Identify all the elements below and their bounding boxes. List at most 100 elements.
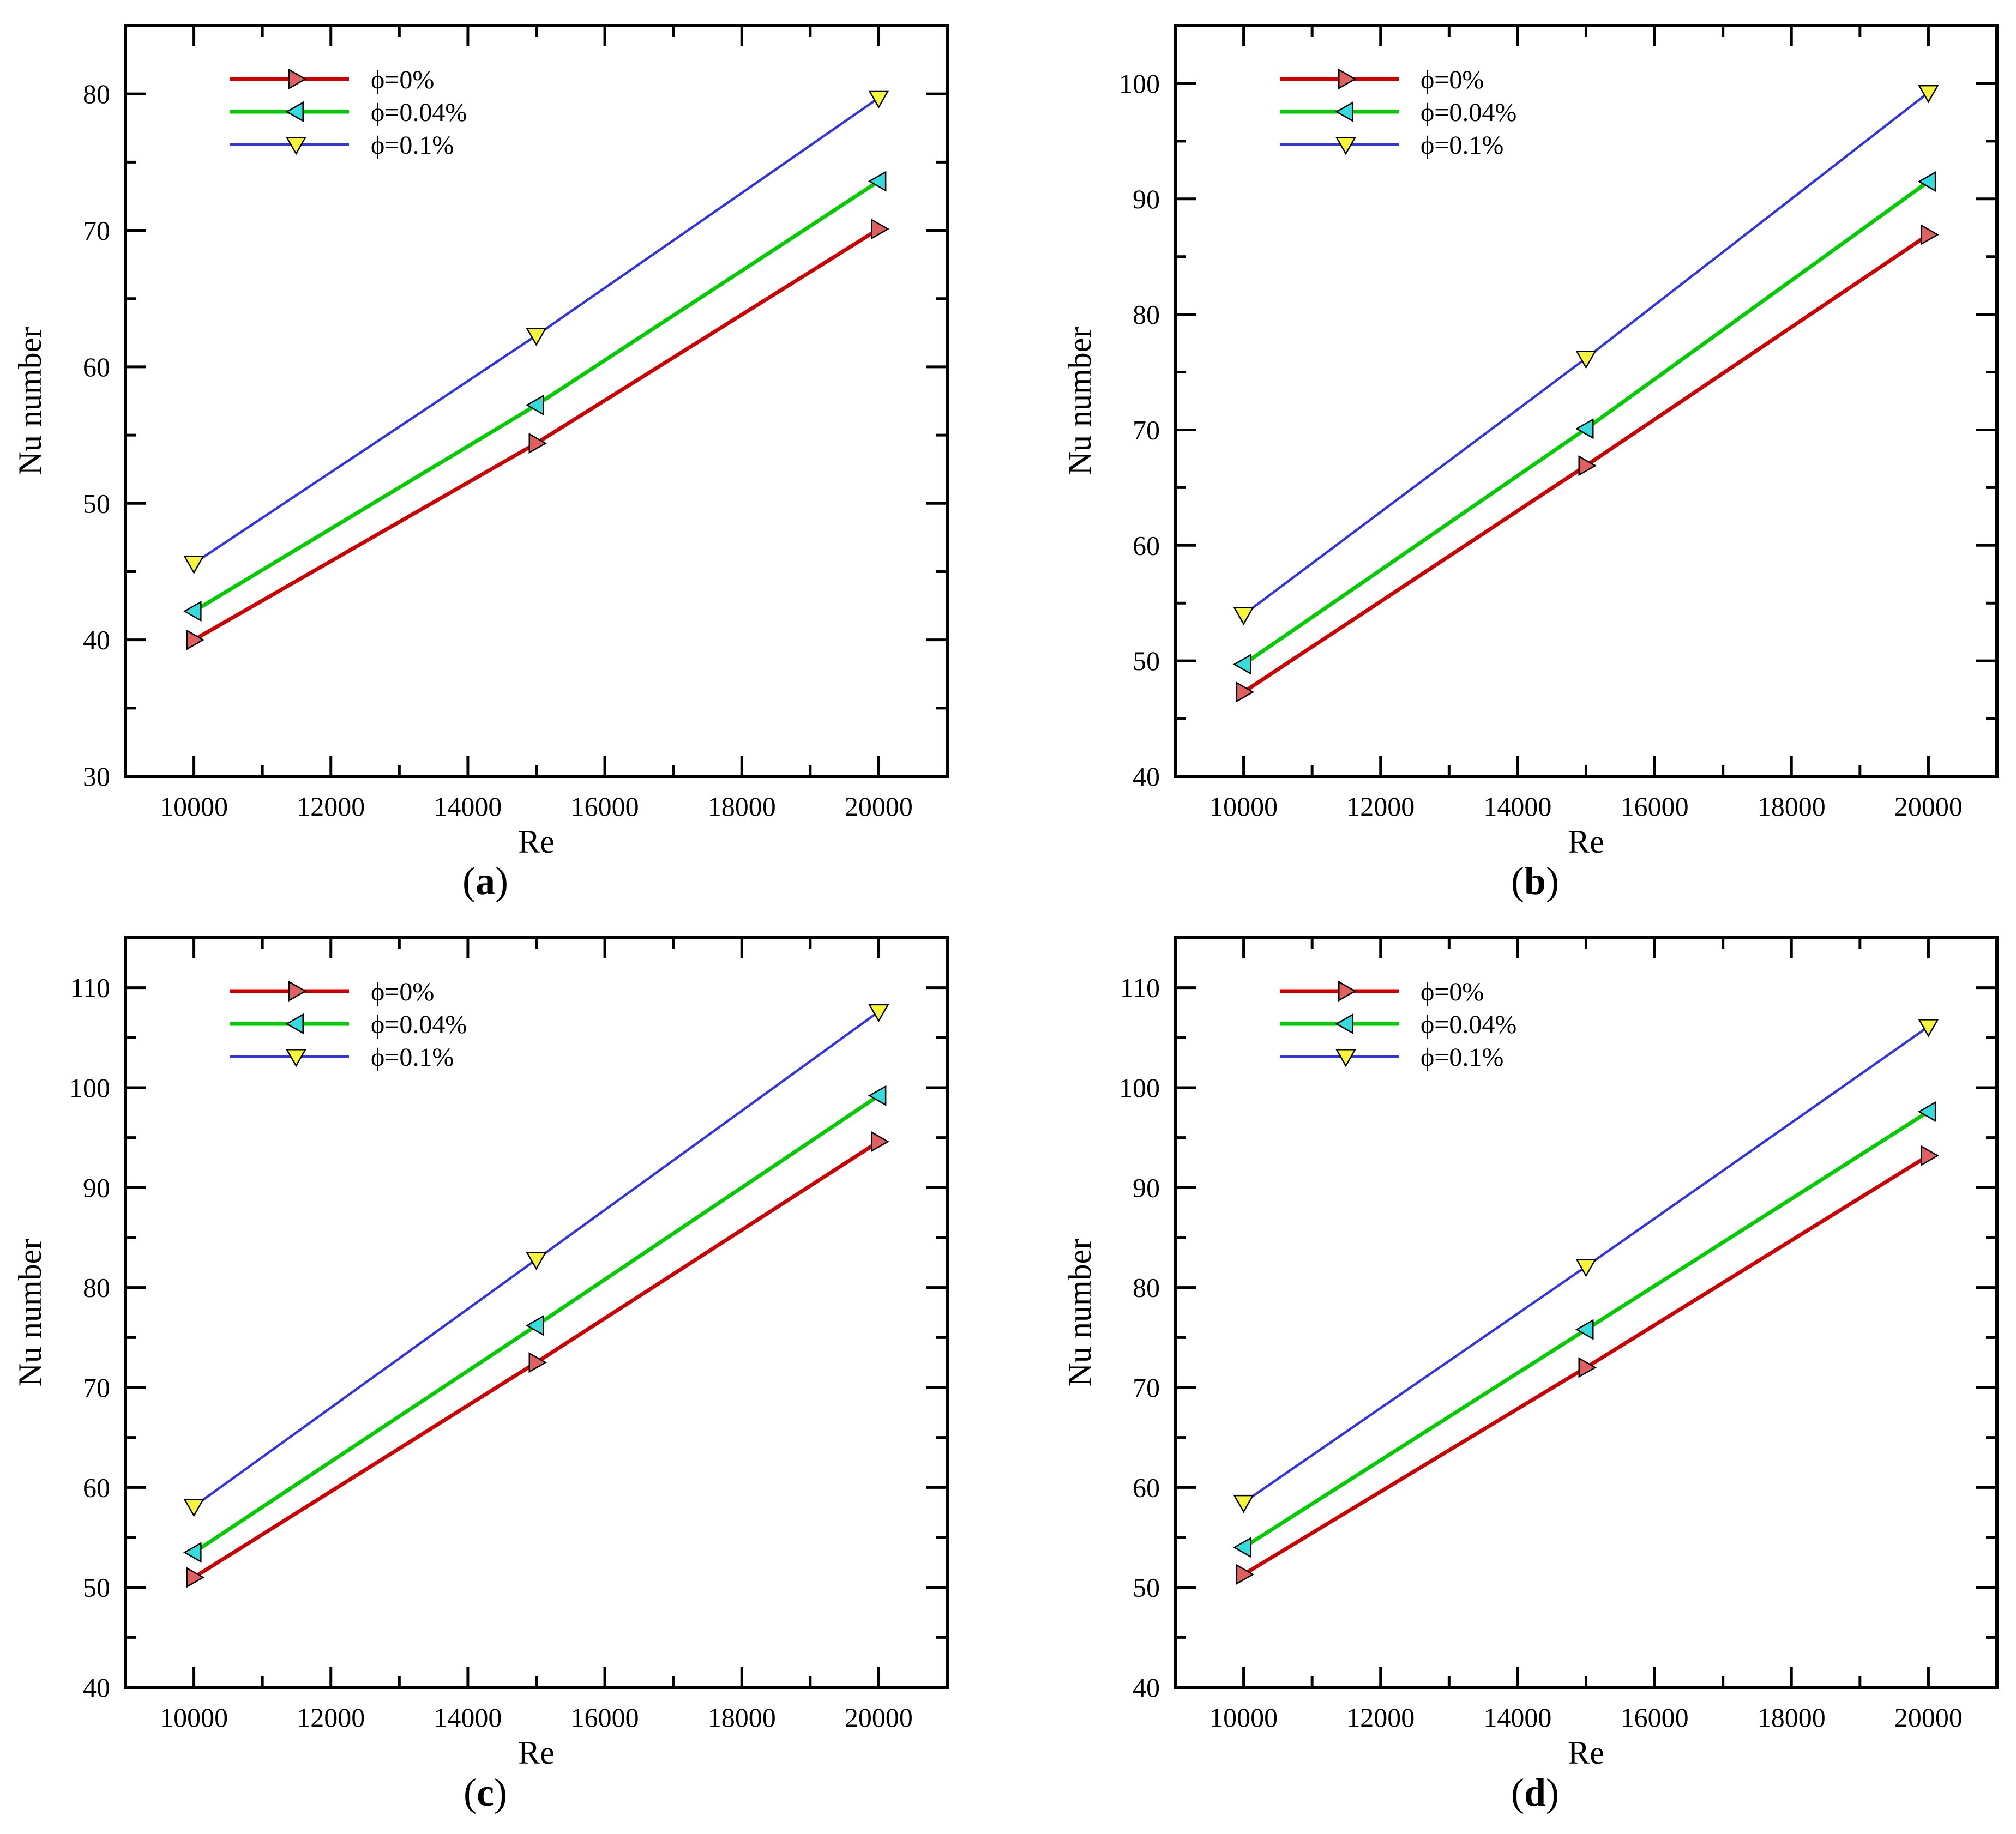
chart-panel-a: 10000 12000 14000 16000 18000 20000 30 40 50 60 70… — [12, 24, 949, 903]
y-tick-label: 40 — [83, 625, 110, 655]
x-tick-label: 10000 — [160, 791, 228, 822]
y-tick-label: 40 — [83, 1672, 110, 1703]
triangle-down-marker — [1918, 85, 1939, 104]
triangle-right-marker — [1921, 1145, 1939, 1166]
y-tick-label: 60 — [1133, 1472, 1160, 1503]
y-axis-label: Nu number — [1062, 1239, 1098, 1387]
y-tick-label: 80 — [83, 1272, 110, 1303]
x-tick-label: 14000 — [434, 1702, 502, 1733]
triangle-down-marker — [1575, 351, 1597, 369]
panel-label: (b) — [1511, 859, 1559, 903]
x-tick-label: 18000 — [708, 791, 776, 822]
x-tick-label: 12000 — [1346, 1702, 1415, 1733]
legend-triangle-down-marker — [285, 1049, 307, 1067]
x-axis-label: Re — [1568, 824, 1604, 860]
panel-label: (a) — [462, 859, 508, 903]
x-tick-label: 18000 — [1758, 791, 1826, 822]
y-tick-label: 30 — [83, 761, 110, 792]
x-tick-label: 20000 — [845, 1702, 913, 1733]
x-tick-label: 10000 — [1209, 791, 1278, 822]
triangle-right-marker — [1578, 1357, 1597, 1378]
x-tick-label: 10000 — [160, 1702, 228, 1733]
y-tick-label: 100 — [1119, 1072, 1160, 1103]
legend-triangle-left-marker — [285, 1013, 304, 1035]
panel-label: (c) — [464, 1771, 507, 1814]
y-tick-label: 80 — [83, 79, 110, 109]
x-tick-label: 12000 — [1346, 791, 1415, 822]
legend-label: ϕ=0.04% — [371, 98, 467, 127]
triangle-left-marker — [868, 171, 887, 192]
x-tick-label: 18000 — [1758, 1702, 1826, 1733]
y-axis-label: Nu number — [1062, 327, 1098, 475]
y-tick-label: 50 — [1133, 645, 1160, 676]
chart-panel-b: 10000 12000 14000 16000 18000 20000 40 50 60 70 80… — [1062, 24, 1999, 903]
x-tick-label: 16000 — [571, 791, 639, 822]
legend-triangle-right-marker — [1338, 68, 1357, 90]
plot-frame — [1174, 936, 1999, 1689]
y-tick-label: 60 — [83, 352, 110, 382]
chart-panel-d: 10000 12000 14000 16000 18000 20000 40 50 60 70 80… — [1062, 936, 1999, 1814]
y-axis-label: Nu number — [12, 1239, 48, 1387]
triangle-right-marker — [871, 218, 889, 240]
x-tick-label: 16000 — [1621, 791, 1689, 822]
plot-frame — [1174, 24, 1999, 778]
x-axis-label: Re — [518, 1735, 555, 1771]
panel-label: (d) — [1511, 1771, 1559, 1814]
triangle-right-marker — [528, 432, 547, 454]
triangle-left-marker — [1233, 654, 1251, 675]
chart-panel-c: 10000 12000 14000 16000 18000 20000 40 50 60 70 80… — [12, 936, 949, 1814]
triangle-right-marker — [186, 629, 205, 650]
legend-label: ϕ=0.1% — [1421, 131, 1503, 160]
legend-triangle-left-marker — [1335, 1013, 1353, 1035]
y-tick-label: 50 — [1133, 1572, 1160, 1603]
legend-triangle-left-marker — [285, 101, 304, 123]
legend-triangle-right-marker — [288, 980, 307, 1002]
series-line-0 — [192, 227, 880, 642]
y-tick-label: 80 — [1133, 299, 1160, 330]
legend-triangle-right-marker — [288, 68, 307, 90]
triangle-down-marker — [526, 328, 547, 346]
y-tick-label: 50 — [83, 488, 110, 518]
x-tick-label: 14000 — [434, 791, 502, 822]
y-tick-label: 90 — [1133, 1172, 1160, 1203]
legend-label: ϕ=0.1% — [371, 131, 454, 160]
triangle-right-marker — [186, 1567, 205, 1588]
legend-triangle-down-marker — [285, 137, 307, 155]
y-tick-label: 70 — [1133, 414, 1160, 445]
x-tick-label: 18000 — [708, 1702, 776, 1733]
triangle-down-marker — [183, 1499, 204, 1517]
triangle-left-marker — [525, 1315, 544, 1336]
triangle-down-marker — [1233, 1494, 1254, 1513]
y-tick-label: 60 — [83, 1472, 110, 1503]
y-tick-label: 60 — [1133, 530, 1160, 560]
y-tick-label: 110 — [70, 973, 110, 1003]
triangle-down-marker — [868, 90, 889, 109]
x-tick-label: 16000 — [571, 1702, 639, 1733]
y-axis-label: Nu number — [12, 327, 48, 475]
triangle-down-marker — [1918, 1019, 1939, 1037]
triangle-right-marker — [1236, 681, 1255, 703]
triangle-down-marker — [868, 1004, 889, 1023]
y-tick-label: 80 — [1133, 1272, 1160, 1303]
y-tick-label: 70 — [83, 1372, 110, 1403]
y-tick-label: 40 — [1133, 1672, 1160, 1703]
y-tick-label: 70 — [1133, 1372, 1160, 1403]
legend-triangle-right-marker — [1338, 980, 1357, 1002]
x-tick-label: 14000 — [1483, 1702, 1551, 1733]
y-tick-label: 90 — [83, 1172, 110, 1203]
triangle-right-marker — [528, 1352, 547, 1373]
y-tick-label: 110 — [1120, 973, 1160, 1003]
x-tick-label: 20000 — [1894, 791, 1963, 822]
legend-label: ϕ=0% — [371, 978, 434, 1006]
legend-triangle-left-marker — [1335, 101, 1353, 123]
x-tick-label: 16000 — [1621, 1702, 1689, 1733]
x-tick-label: 10000 — [1209, 1702, 1278, 1733]
y-tick-label: 50 — [83, 1572, 110, 1603]
triangle-right-marker — [1578, 455, 1597, 476]
y-tick-label: 100 — [69, 1072, 110, 1103]
y-tick-label: 100 — [1119, 68, 1160, 99]
y-tick-label: 90 — [1133, 184, 1160, 214]
triangle-left-marker — [183, 1542, 202, 1563]
legend-label: ϕ=0.04% — [1421, 98, 1516, 127]
y-tick-label: 70 — [83, 215, 110, 246]
